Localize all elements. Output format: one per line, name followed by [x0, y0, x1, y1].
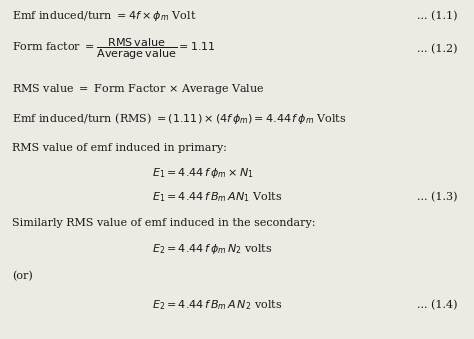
Text: ... (1.4): ... (1.4)	[417, 300, 457, 310]
Text: $E_1 = 4.44\,f\,B_m\,AN_1$ Volts: $E_1 = 4.44\,f\,B_m\,AN_1$ Volts	[152, 191, 282, 204]
Text: Emf induced/turn (RMS) $= (1.11)\times(4f\,\phi_m) = 4.44\,f\,\phi_m$ Volts: Emf induced/turn (RMS) $= (1.11)\times(4…	[12, 111, 346, 126]
Text: Form factor $=\dfrac{\mathrm{RMS\,value}}{\mathrm{Average\,value}}= 1.11$: Form factor $=\dfrac{\mathrm{RMS\,value}…	[12, 36, 216, 62]
Text: Emf induced/turn $=4f\times\phi_m$ Volt: Emf induced/turn $=4f\times\phi_m$ Volt	[12, 9, 196, 23]
Text: $E_2 = 4.44\,f\,\phi_m\,N_2$ volts: $E_2 = 4.44\,f\,\phi_m\,N_2$ volts	[152, 242, 272, 256]
Text: RMS value of emf induced in primary:: RMS value of emf induced in primary:	[12, 143, 227, 153]
Text: ... (1.3): ... (1.3)	[417, 192, 457, 202]
Text: Similarly RMS value of emf induced in the secondary:: Similarly RMS value of emf induced in th…	[12, 218, 315, 228]
Text: (or): (or)	[12, 271, 33, 281]
Text: $E_2 = 4.44\,f\,B_m\,A\,N_2$ volts: $E_2 = 4.44\,f\,B_m\,A\,N_2$ volts	[152, 298, 282, 312]
Text: $E_1 = 4.44\,f\,\phi_m\times N_1$: $E_1 = 4.44\,f\,\phi_m\times N_1$	[152, 166, 254, 180]
Text: ... (1.2): ... (1.2)	[417, 44, 457, 54]
Text: ... (1.1): ... (1.1)	[417, 11, 457, 21]
Text: RMS value $=$ Form Factor $\times$ Average Value: RMS value $=$ Form Factor $\times$ Avera…	[12, 82, 264, 96]
